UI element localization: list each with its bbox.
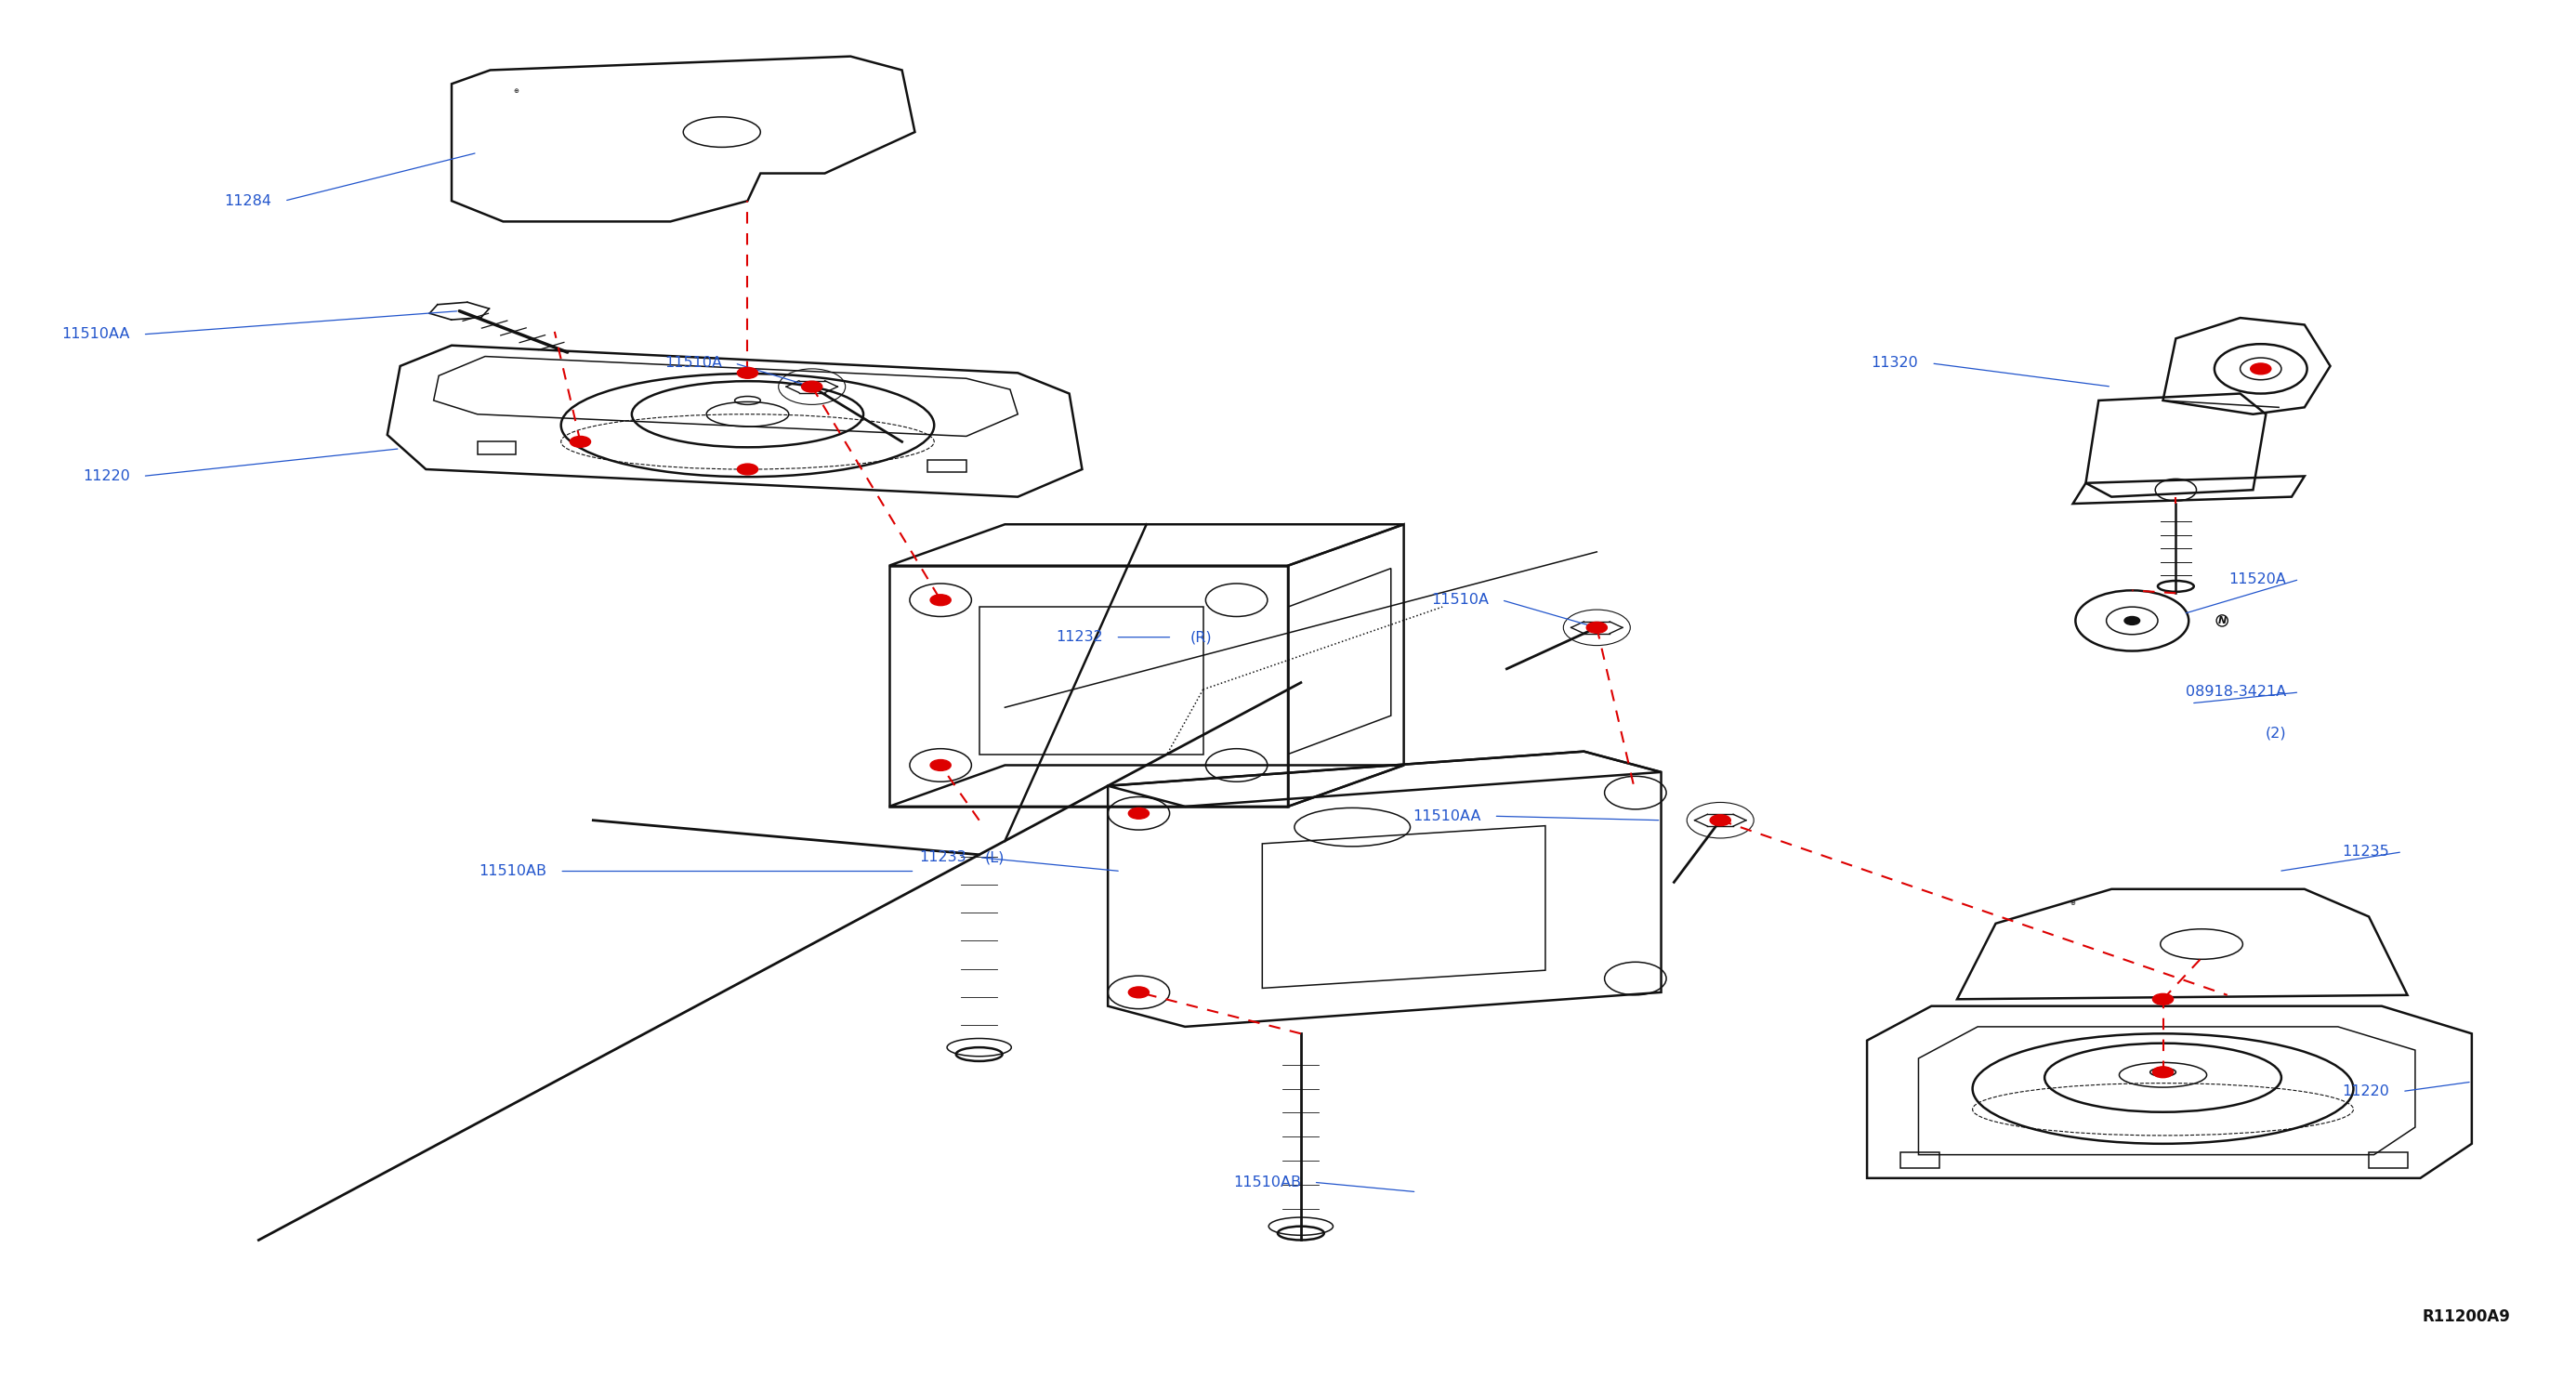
Circle shape [930,760,951,771]
Circle shape [1710,815,1731,826]
Text: R11200A9: R11200A9 [2421,1309,2512,1325]
Circle shape [2125,616,2141,625]
Circle shape [2154,1066,2174,1077]
Circle shape [1587,622,1607,633]
Text: (R): (R) [1190,630,1213,644]
Circle shape [930,594,951,605]
Circle shape [737,463,757,474]
Circle shape [2251,363,2272,374]
Text: 11233: 11233 [920,851,966,865]
Text: (2): (2) [2264,727,2287,741]
Text: 11232: 11232 [1056,630,1103,644]
Text: 11510A: 11510A [665,356,721,370]
Text: 11510AB: 11510AB [479,865,546,878]
Text: (L): (L) [984,851,1005,865]
Text: N: N [2218,616,2226,625]
Text: ⊕: ⊕ [2071,900,2076,906]
Text: 11520A: 11520A [2228,572,2287,586]
Text: 11220: 11220 [82,469,129,483]
Text: 11220: 11220 [2342,1084,2391,1099]
Circle shape [1128,987,1149,998]
Text: 11284: 11284 [224,194,270,208]
Circle shape [2154,994,2174,1005]
Text: ⊕: ⊕ [513,88,518,94]
Text: 11510A: 11510A [1432,593,1489,607]
Text: 11510AA: 11510AA [1412,809,1481,823]
Circle shape [737,367,757,378]
Text: 11510AA: 11510AA [62,327,129,342]
Text: 08918-3421A: 08918-3421A [2187,685,2287,699]
Circle shape [569,436,590,447]
Circle shape [1128,808,1149,819]
Text: 11320: 11320 [1870,356,1919,370]
Text: 11510AB: 11510AB [1234,1175,1301,1189]
Text: 11235: 11235 [2342,845,2391,859]
Circle shape [801,381,822,392]
